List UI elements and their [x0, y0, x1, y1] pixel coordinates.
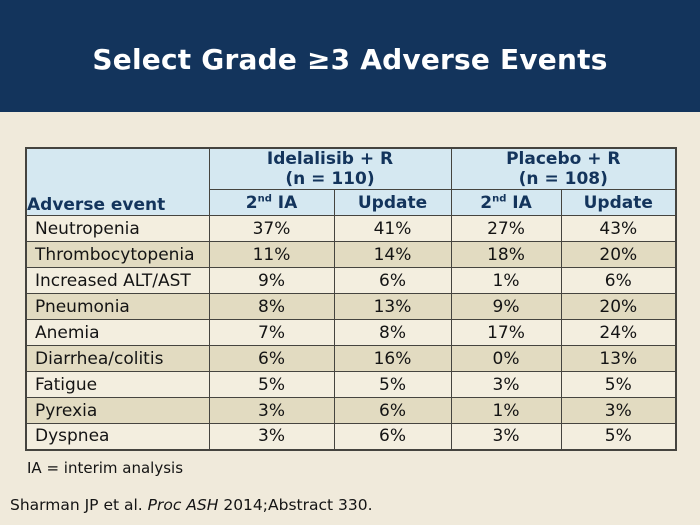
- group-name: Idelalisib + R: [266, 149, 394, 169]
- value-cell: 3%: [208, 397, 335, 425]
- adverse-events-table: Adverse event Idelalisib + R (n = 110) P…: [25, 147, 678, 451]
- value-cell: 9%: [450, 293, 562, 321]
- value-cell: 3%: [450, 371, 562, 399]
- table-row: Neutropenia 37% 41% 27% 43%: [25, 215, 677, 243]
- value-cell: 6%: [208, 345, 335, 373]
- value-cell: 5%: [333, 371, 452, 399]
- value-cell: 1%: [450, 397, 562, 425]
- value-cell: 13%: [560, 345, 677, 373]
- table-row: Thrombocytopenia 11% 14% 18% 20%: [25, 241, 677, 269]
- slide-title: Select Grade ≥3 Adverse Events: [92, 42, 608, 76]
- value-cell: 20%: [560, 293, 677, 321]
- table-row: Increased ALT/AST 9% 6% 1% 6%: [25, 267, 677, 295]
- adverse-event-cell: Diarrhea/colitis: [25, 345, 210, 373]
- adverse-event-cell: Increased ALT/AST: [25, 267, 210, 295]
- adverse-event-cell: Dyspnea: [25, 423, 210, 451]
- value-cell: 8%: [333, 319, 452, 347]
- value-cell: 5%: [560, 371, 677, 399]
- value-cell: 6%: [333, 267, 452, 295]
- value-cell: 14%: [333, 241, 452, 269]
- value-cell: 0%: [450, 345, 562, 373]
- table-row: Pneumonia 8% 13% 9% 20%: [25, 293, 677, 321]
- value-cell: 3%: [450, 423, 562, 451]
- value-cell: 1%: [450, 267, 562, 295]
- citation-reference: 2014;Abstract 330.: [218, 496, 373, 514]
- table-row: Diarrhea/colitis 6% 16% 0% 13%: [25, 345, 677, 373]
- adverse-event-cell: Neutropenia: [25, 215, 210, 243]
- table-row: Fatigue 5% 5% 3% 5%: [25, 371, 677, 399]
- adverse-event-cell: Fatigue: [25, 371, 210, 399]
- value-cell: 9%: [208, 267, 335, 295]
- adverse-event-cell: Anemia: [25, 319, 210, 347]
- value-cell: 5%: [208, 371, 335, 399]
- subheader-2nd-ia: 2nd IA: [208, 189, 335, 217]
- value-cell: 16%: [333, 345, 452, 373]
- group-header-placebo: Placebo + R (n = 108): [450, 147, 677, 191]
- value-cell: 24%: [560, 319, 677, 347]
- title-band: Select Grade ≥3 Adverse Events: [0, 0, 700, 112]
- value-cell: 6%: [333, 397, 452, 425]
- value-cell: 3%: [560, 397, 677, 425]
- citation-journal: Proc ASH: [147, 496, 219, 514]
- subheader-update: Update: [560, 189, 677, 217]
- sub-header-row: 2nd IA Update 2nd IA Update: [26, 189, 677, 217]
- adverse-event-cell: Pneumonia: [25, 293, 210, 321]
- value-cell: 5%: [560, 423, 677, 451]
- table-row: Pyrexia 3% 6% 1% 3%: [25, 397, 677, 425]
- adverse-event-column-header: Adverse event: [25, 147, 210, 217]
- value-cell: 6%: [333, 423, 452, 451]
- table-row: Anemia 7% 8% 17% 24%: [25, 319, 677, 347]
- subheader-update: Update: [333, 189, 452, 217]
- value-cell: 8%: [208, 293, 335, 321]
- value-cell: 41%: [333, 215, 452, 243]
- value-cell: 6%: [560, 267, 677, 295]
- value-cell: 17%: [450, 319, 562, 347]
- subheader-2nd-ia: 2nd IA: [450, 189, 562, 217]
- value-cell: 18%: [450, 241, 562, 269]
- group-name: Placebo + R: [506, 149, 621, 169]
- group-header-row: Adverse event Idelalisib + R (n = 110) P…: [25, 147, 677, 217]
- value-cell: 7%: [208, 319, 335, 347]
- group-n: (n = 110): [285, 169, 375, 190]
- citation: Sharman JP et al. Proc ASH 2014;Abstract…: [10, 496, 373, 514]
- value-cell: 20%: [560, 241, 677, 269]
- adverse-event-cell: Pyrexia: [25, 397, 210, 425]
- footnote-ia-definition: IA = interim analysis: [27, 459, 184, 477]
- table-row: Dyspnea 3% 6% 3% 5%: [25, 423, 677, 451]
- citation-authors: Sharman JP et al.: [10, 496, 148, 514]
- value-cell: 37%: [208, 215, 335, 243]
- adverse-event-cell: Thrombocytopenia: [25, 241, 210, 269]
- group-n: (n = 108): [518, 169, 608, 190]
- value-cell: 11%: [208, 241, 335, 269]
- group-header-idelalisib: Idelalisib + R (n = 110): [208, 147, 452, 191]
- value-cell: 3%: [208, 423, 335, 451]
- value-cell: 13%: [333, 293, 452, 321]
- value-cell: 43%: [560, 215, 677, 243]
- value-cell: 27%: [450, 215, 562, 243]
